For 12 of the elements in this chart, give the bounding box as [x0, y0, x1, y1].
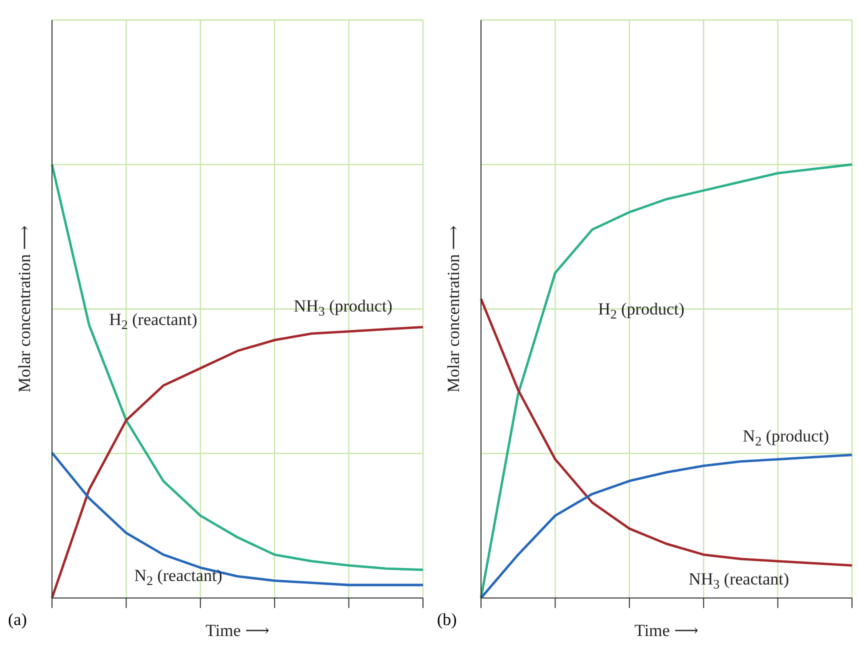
y-axis-title: Molar concentration ⟶ [444, 226, 463, 392]
series-label: N$_{2}$ (reactant) [134, 566, 222, 588]
x-axis-title: Time ⟶ [634, 621, 698, 640]
series-label: H$_{2}$ (reactant) [109, 310, 198, 332]
text: (b) [437, 610, 457, 630]
x-axis-title: Time ⟶ [206, 621, 270, 640]
text: H$_{2}$ (product) [598, 299, 684, 322]
series-label: NH$_{3}$ (reactant) [688, 570, 790, 592]
series-label: N$_{2}$ (product) [742, 426, 830, 448]
y-axis-title: Molar concentration ⟶ [15, 226, 34, 392]
series-label: NH$_{3}$ (product) [294, 296, 392, 318]
text: (a) [8, 610, 27, 630]
